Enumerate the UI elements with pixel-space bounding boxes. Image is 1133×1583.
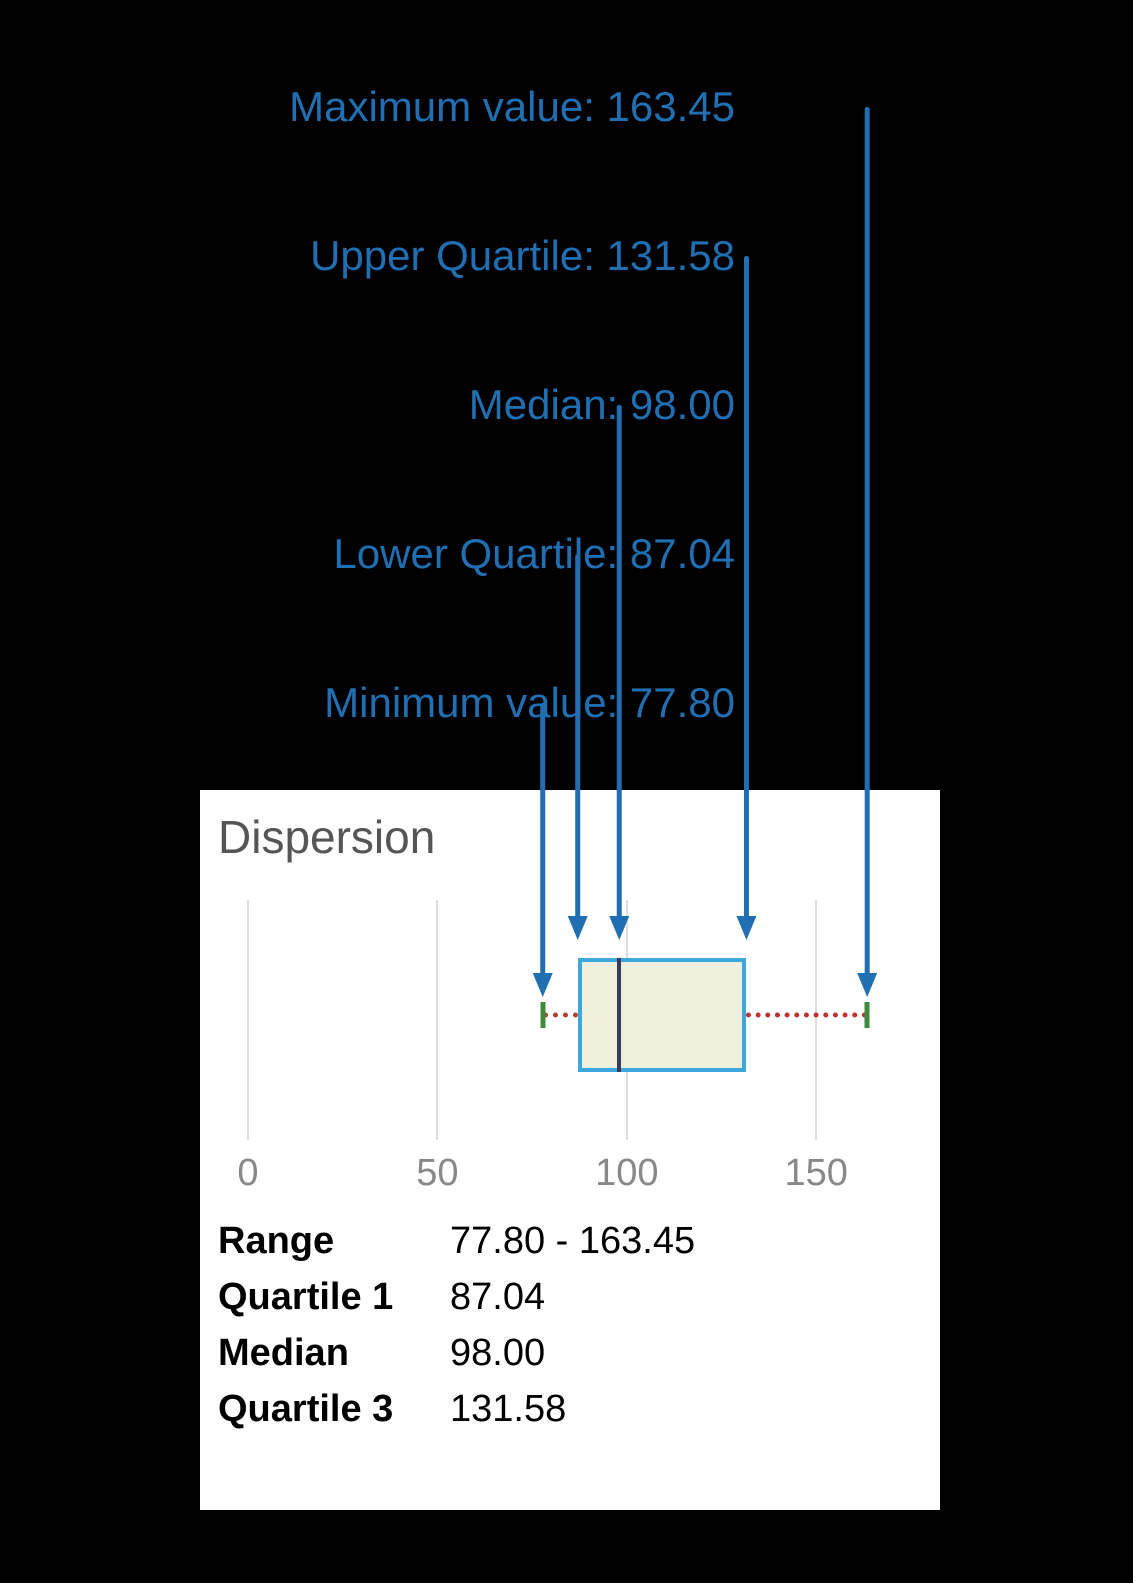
annotation-min: Minimum value: 77.80: [324, 679, 735, 727]
stat-value: 87.04: [450, 1276, 545, 1319]
stat-label: Quartile 3: [218, 1388, 393, 1431]
annotation-median: Median: 98.00: [469, 381, 735, 429]
annotation-max: Maximum value: 163.45: [289, 83, 735, 131]
panel-title: Dispersion: [218, 810, 435, 864]
gridline: [815, 900, 817, 1140]
median-line: [617, 958, 621, 1072]
stat-label: Median: [218, 1332, 349, 1375]
stat-value: 98.00: [450, 1332, 545, 1375]
stat-value: 131.58: [450, 1388, 566, 1431]
cap-max: [865, 1002, 870, 1028]
axis-tick-label: 0: [237, 1152, 258, 1195]
box: [578, 958, 747, 1072]
gridline: [247, 900, 249, 1140]
annotation-q3: Upper Quartile: 131.58: [310, 232, 735, 280]
axis-tick-label: 50: [416, 1152, 458, 1195]
gridline: [436, 900, 438, 1140]
cap-min: [540, 1002, 545, 1028]
whisker-high: [746, 1013, 867, 1018]
whisker-low: [543, 1013, 578, 1018]
stat-value: 77.80 - 163.45: [450, 1220, 695, 1263]
annotation-q1: Lower Quartile: 87.04: [333, 530, 735, 578]
stat-label: Range: [218, 1220, 334, 1263]
axis-tick-label: 150: [785, 1152, 848, 1195]
stat-label: Quartile 1: [218, 1276, 393, 1319]
axis-tick-label: 100: [595, 1152, 658, 1195]
dispersion-panel: Dispersion 0 50 100 150 Range 77.80 - 163.45…: [200, 790, 940, 1510]
